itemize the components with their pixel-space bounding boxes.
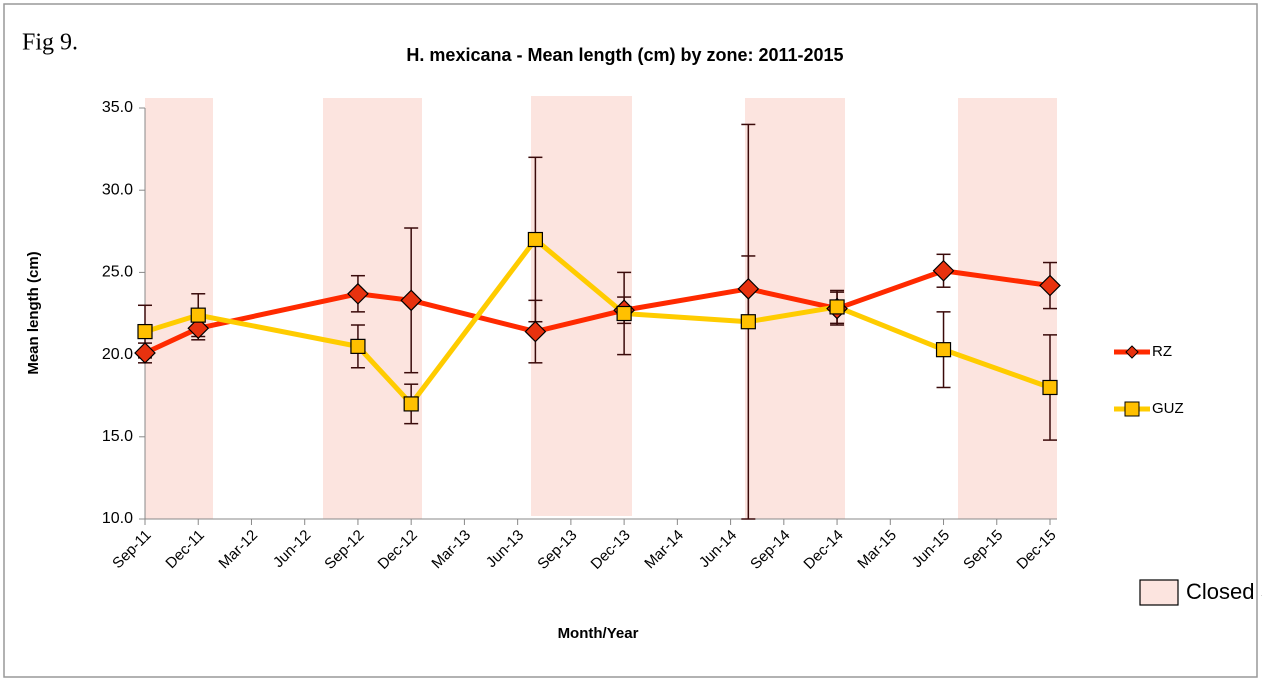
y-tick-label: 35.0 — [102, 99, 133, 116]
marker — [616, 305, 632, 322]
marker — [190, 307, 206, 323]
y-axis-label: Mean length (cm) — [25, 251, 42, 374]
chart-title: H. mexicana - Mean length (cm) by zone: … — [406, 45, 843, 65]
marker — [1042, 379, 1058, 396]
y-tick-label: 30.0 — [102, 181, 133, 198]
marker — [527, 231, 543, 248]
series-line — [143, 268, 1051, 356]
marker — [524, 320, 547, 343]
marker — [935, 342, 952, 358]
marker — [737, 277, 760, 300]
series-line — [144, 237, 1051, 407]
marker — [932, 259, 955, 282]
shaded-legend-label: Closed Seasons — [1186, 579, 1262, 604]
legend-label: RZ — [1152, 343, 1172, 360]
marker — [400, 289, 423, 312]
marker — [829, 299, 845, 315]
figure-label: Fig 9. — [22, 30, 78, 56]
marker — [1039, 274, 1061, 297]
marker — [403, 396, 419, 412]
marker — [350, 338, 366, 354]
shaded-legend-swatch — [1139, 579, 1179, 606]
season-band — [323, 98, 422, 519]
marker — [134, 342, 156, 364]
legend-marker — [1125, 345, 1139, 359]
y-tick-label: 10.0 — [102, 510, 133, 527]
x-axis-label: Month/Year — [558, 625, 639, 642]
legend-label: GUZ — [1152, 400, 1184, 417]
marker — [347, 282, 369, 305]
y-tick-label: 15.0 — [102, 428, 133, 445]
y-tick-label: 25.0 — [102, 264, 133, 281]
marker — [740, 314, 756, 330]
marker — [137, 323, 153, 340]
legend-marker — [1124, 401, 1140, 417]
marker — [187, 317, 210, 340]
y-tick-label: 20.0 — [102, 346, 133, 363]
season-band — [958, 98, 1057, 519]
